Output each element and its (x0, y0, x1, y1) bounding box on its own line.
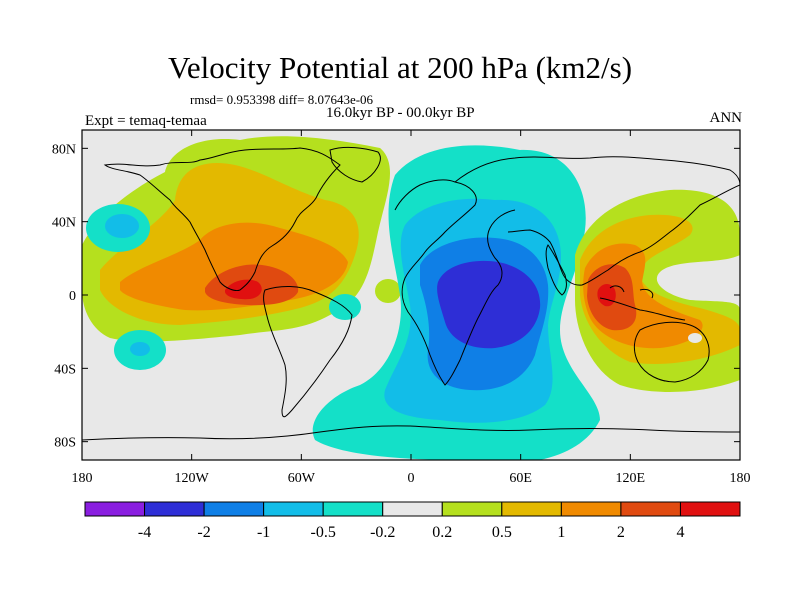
coastlines (82, 146, 740, 441)
x-tick-label: 180 (72, 471, 93, 486)
coast-south-america (263, 286, 353, 418)
contour-north-pacific-neg-inner (105, 214, 139, 238)
y-tick-label: 0 (69, 289, 76, 304)
axis-ticks: 180 120W 60W 0 60E 120E 180 80N 40N 0 40S 80S (52, 130, 751, 486)
y-tick-label: 80S (54, 436, 76, 451)
colorbar-label: -0.2 (370, 524, 395, 541)
contour-south-pacific-neg-inner (130, 342, 150, 356)
colorbar-label: 0.2 (432, 524, 452, 541)
colorbar-swatch (322, 501, 384, 517)
y-tick-label: 40N (52, 216, 76, 231)
contour-south-atlantic-blob (375, 279, 401, 303)
x-tick-label: 120W (175, 471, 210, 486)
contour-fill-layer (82, 130, 740, 460)
contour-americas-4 (225, 279, 262, 300)
x-tick-label: 0 (408, 471, 415, 486)
coast-australia (633, 321, 710, 383)
colorbar-swatch (203, 501, 265, 517)
experiment-label: Expt = temaq-temaa (85, 113, 207, 129)
contour-atlantic-neg-blob (329, 294, 361, 320)
colorbar-swatch (263, 501, 324, 517)
x-tick-label: 60W (288, 471, 316, 486)
colorbar-label: 0.5 (492, 524, 512, 541)
colorbar-swatch (679, 501, 741, 517)
colorbar: -4 -2 -1 -0.5 -0.2 0.2 0.5 1 2 4 (84, 501, 741, 541)
colorbar-swatch (620, 501, 681, 517)
colorbar-swatch (441, 501, 503, 517)
x-tick-label: 180 (730, 471, 751, 486)
period-line: 16.0kyr BP - 00.0kyr BP (326, 105, 475, 121)
colorbar-label: -4 (138, 524, 151, 541)
colorbar-swatch (382, 501, 443, 517)
contour-pacific-gap (688, 333, 702, 343)
colorbar-label: -0.5 (311, 524, 336, 541)
map-title: Velocity Potential at 200 hPa (km2/s) (167, 50, 633, 85)
colorbar-swatch (144, 501, 205, 517)
x-tick-label: 120E (616, 471, 646, 486)
colorbar-swatch (560, 501, 622, 517)
coast-antarctica (82, 425, 740, 441)
colorbar-label: -1 (257, 524, 270, 541)
y-tick-label: 80N (52, 142, 76, 157)
x-tick-label: 60E (509, 471, 532, 486)
coast-greenland (329, 146, 381, 183)
colorbar-swatch (84, 501, 146, 517)
colorbar-label: -2 (197, 524, 210, 541)
coast-indonesia (599, 285, 686, 321)
season-label: ANN (709, 110, 743, 126)
contour-africa-neg-2 (437, 260, 541, 349)
stats-line: rmsd= 0.953398 diff= 8.07643e-06 (190, 92, 374, 107)
colorbar-swatch (501, 501, 562, 517)
y-tick-label: 40S (54, 362, 76, 377)
coast-north-america (103, 147, 341, 291)
coast-asia (454, 156, 740, 286)
colorbar-label: 4 (676, 524, 684, 541)
colorbar-label: 1 (557, 524, 565, 541)
coast-europe-africa (394, 179, 516, 386)
coast-india (545, 244, 567, 296)
colorbar-label: 2 (617, 524, 625, 541)
